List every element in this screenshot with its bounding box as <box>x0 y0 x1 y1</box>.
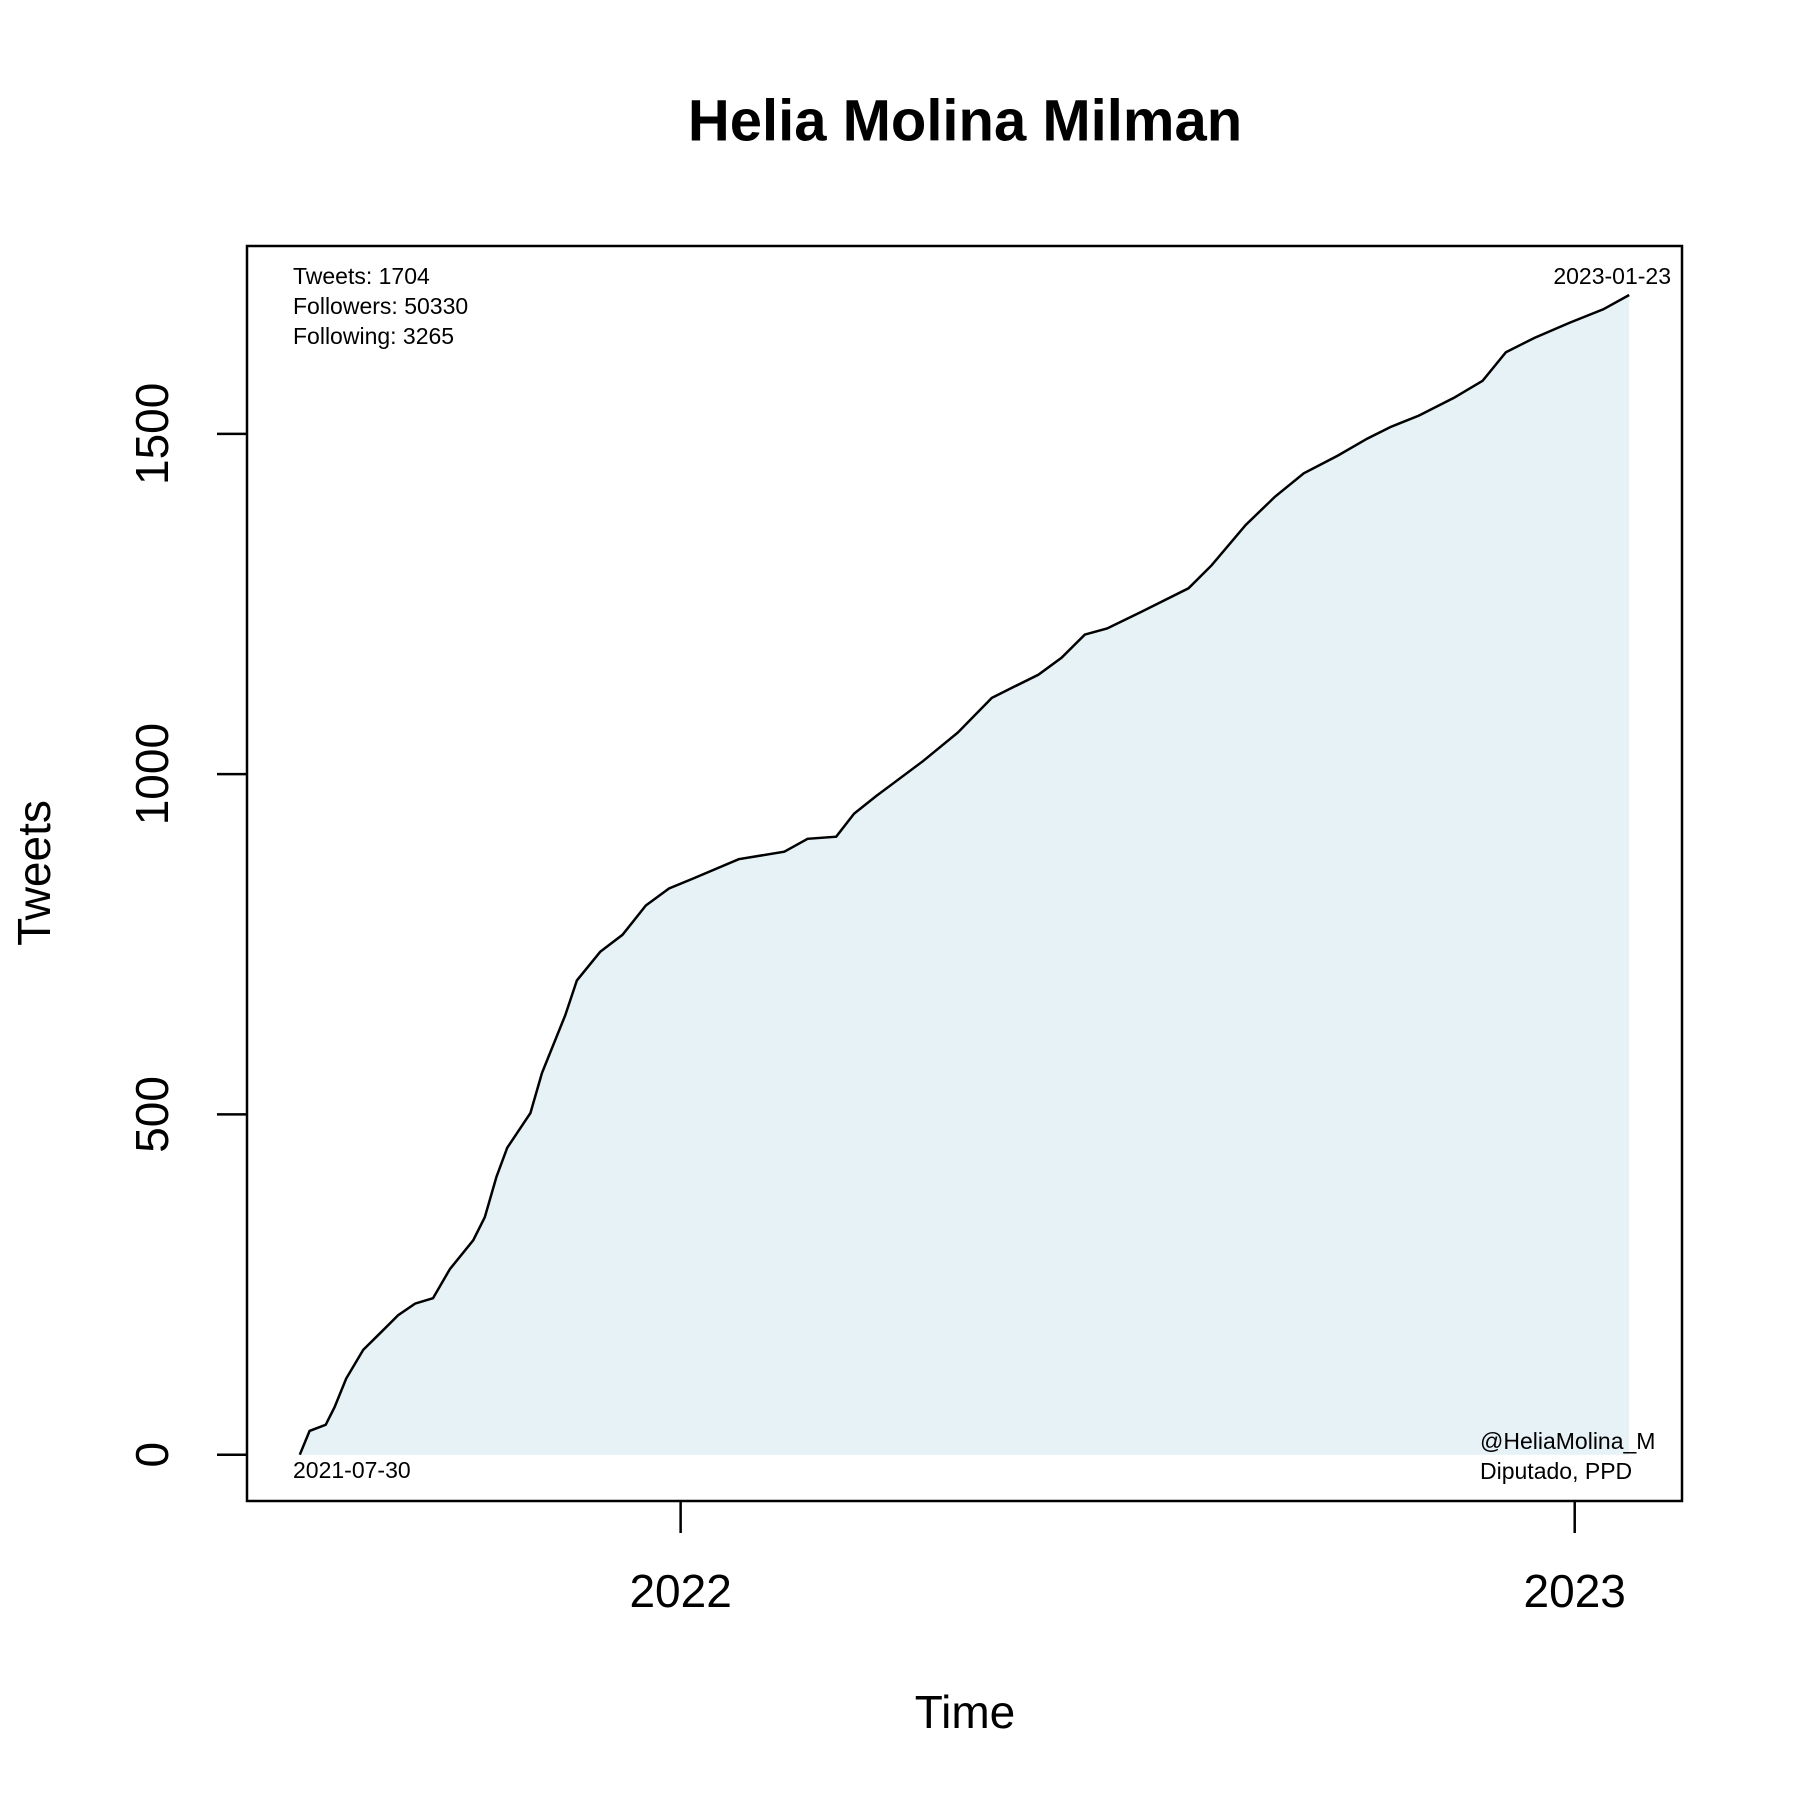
y-tick-label: 1500 <box>126 383 178 485</box>
y-tick-label: 0 <box>126 1442 178 1468</box>
x-tick-label: 2023 <box>1524 1565 1626 1617</box>
annotation: 2023-01-23 <box>1553 263 1671 289</box>
area <box>299 295 1630 1455</box>
y-tick-label: 1000 <box>126 723 178 825</box>
x-axis-label: Time <box>915 1686 1016 1738</box>
plot-frame <box>245 244 1684 1503</box>
x-tick-label: 2022 <box>629 1565 731 1617</box>
annotation: @HeliaMolina_M <box>1480 1428 1655 1454</box>
annotation: 2021-07-30 <box>293 1457 411 1483</box>
y-axis-label: Tweets <box>8 800 60 946</box>
annotation: Diputado, PPD <box>1480 1458 1632 1484</box>
annotation: Followers: 50330 <box>293 293 468 319</box>
y-tick-label: 500 <box>126 1076 178 1153</box>
annotation: Tweets: 1704 <box>293 263 430 289</box>
line <box>298 293 1630 1456</box>
annotation: Following: 3265 <box>293 323 454 349</box>
chart-title: Helia Molina Milman <box>688 88 1242 153</box>
